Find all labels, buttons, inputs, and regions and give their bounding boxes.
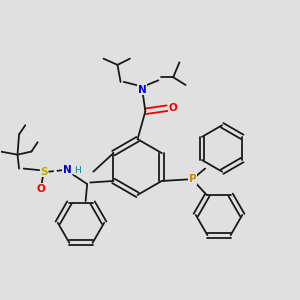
Text: N: N <box>63 165 71 175</box>
Text: O: O <box>36 184 45 194</box>
Text: P: P <box>189 174 196 184</box>
Text: S: S <box>40 167 48 177</box>
Text: O: O <box>168 103 177 113</box>
Text: N: N <box>138 85 147 94</box>
Text: H: H <box>74 166 81 175</box>
